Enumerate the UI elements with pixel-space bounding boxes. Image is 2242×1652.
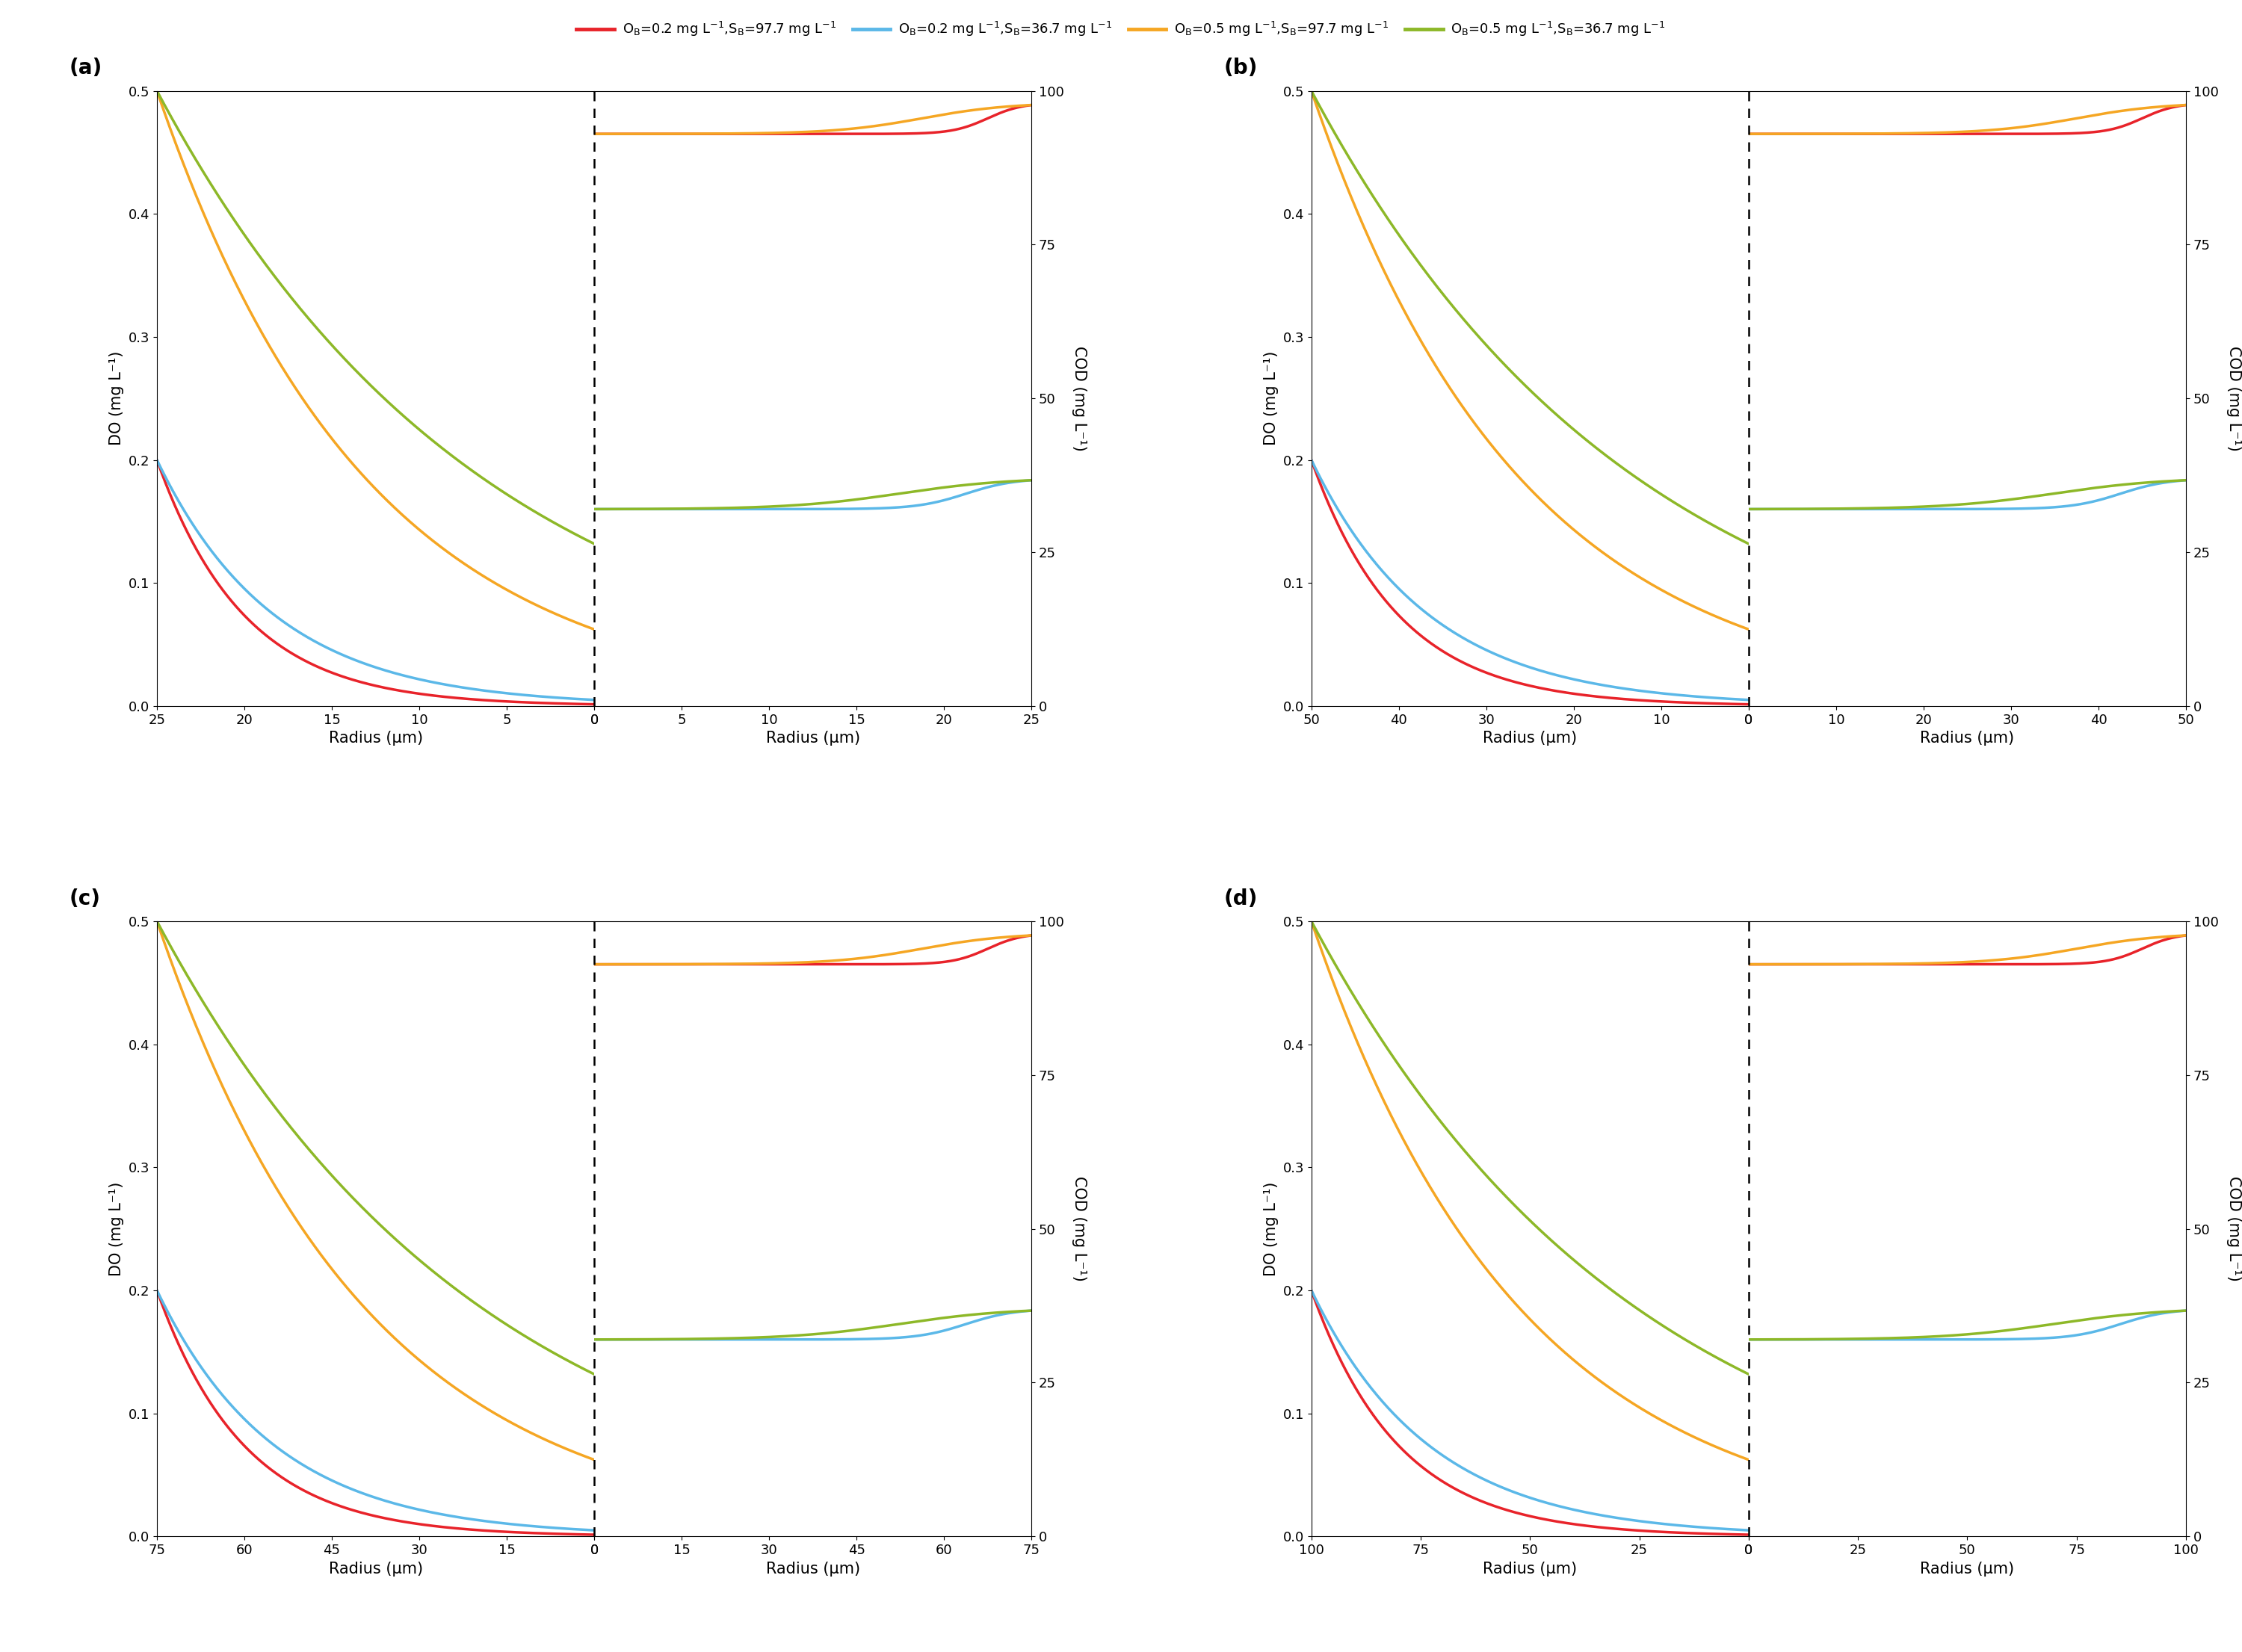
Y-axis label: DO (mg L⁻¹): DO (mg L⁻¹) xyxy=(110,352,123,446)
X-axis label: Radius (μm): Radius (μm) xyxy=(1919,730,2013,745)
X-axis label: Radius (μm): Radius (μm) xyxy=(330,730,424,745)
Y-axis label: COD (mg L⁻¹): COD (mg L⁻¹) xyxy=(1072,1176,1087,1282)
Y-axis label: COD (mg L⁻¹): COD (mg L⁻¹) xyxy=(1072,345,1087,451)
Y-axis label: COD (mg L⁻¹): COD (mg L⁻¹) xyxy=(2226,1176,2242,1282)
X-axis label: Radius (μm): Radius (μm) xyxy=(1482,1561,1576,1576)
Text: (c): (c) xyxy=(70,889,101,909)
Text: (d): (d) xyxy=(1224,889,1258,909)
Text: (a): (a) xyxy=(70,58,103,79)
X-axis label: Radius (μm): Radius (μm) xyxy=(330,1561,424,1576)
Text: (b): (b) xyxy=(1224,58,1258,79)
X-axis label: Radius (μm): Radius (μm) xyxy=(1482,730,1576,745)
Y-axis label: COD (mg L⁻¹): COD (mg L⁻¹) xyxy=(2226,345,2242,451)
Y-axis label: DO (mg L⁻¹): DO (mg L⁻¹) xyxy=(110,1181,123,1275)
Y-axis label: DO (mg L⁻¹): DO (mg L⁻¹) xyxy=(1264,1181,1278,1275)
Y-axis label: DO (mg L⁻¹): DO (mg L⁻¹) xyxy=(1264,352,1278,446)
X-axis label: Radius (μm): Radius (μm) xyxy=(767,1561,861,1576)
Legend: $\rm O_B$=0.2 mg L$^{-1}$,$\rm S_B$=97.7 mg L$^{-1}$, $\rm O_B$=0.2 mg L$^{-1}$,: $\rm O_B$=0.2 mg L$^{-1}$,$\rm S_B$=97.7… xyxy=(572,15,1670,45)
X-axis label: Radius (μm): Radius (μm) xyxy=(1919,1561,2013,1576)
X-axis label: Radius (μm): Radius (μm) xyxy=(767,730,861,745)
